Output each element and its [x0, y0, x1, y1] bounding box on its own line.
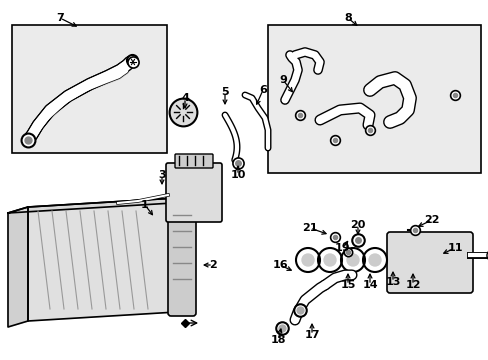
FancyBboxPatch shape [175, 154, 213, 168]
Text: 4: 4 [181, 93, 188, 103]
Bar [267, 25, 480, 173]
Circle shape [302, 254, 313, 266]
Text: 22: 22 [424, 215, 439, 225]
Text: 20: 20 [349, 220, 365, 230]
Text: 12: 12 [405, 280, 420, 290]
Text: 7: 7 [56, 13, 64, 23]
Circle shape [346, 254, 358, 266]
Text: 1: 1 [141, 200, 148, 210]
Text: 5: 5 [221, 87, 228, 97]
Circle shape [368, 254, 380, 266]
Text: 15: 15 [340, 280, 355, 290]
Text: 19: 19 [334, 243, 350, 253]
Text: 11: 11 [447, 243, 462, 253]
Text: 9: 9 [279, 75, 286, 85]
Text: 6: 6 [259, 85, 266, 95]
Text: 13: 13 [385, 277, 400, 287]
Text: 2: 2 [209, 260, 217, 270]
Text: 10: 10 [230, 170, 245, 180]
Polygon shape [8, 197, 193, 213]
Text: 17: 17 [304, 330, 319, 340]
Text: 8: 8 [344, 13, 351, 23]
Text: 16: 16 [272, 260, 287, 270]
Text: 21: 21 [302, 223, 317, 233]
Text: 14: 14 [362, 280, 377, 290]
Circle shape [324, 254, 335, 266]
Polygon shape [8, 207, 28, 327]
Bar [12, 25, 167, 153]
Text: 3: 3 [158, 170, 165, 180]
FancyBboxPatch shape [386, 232, 472, 293]
FancyBboxPatch shape [168, 197, 196, 316]
FancyBboxPatch shape [165, 163, 222, 222]
Polygon shape [28, 197, 193, 321]
Text: 18: 18 [270, 335, 285, 345]
